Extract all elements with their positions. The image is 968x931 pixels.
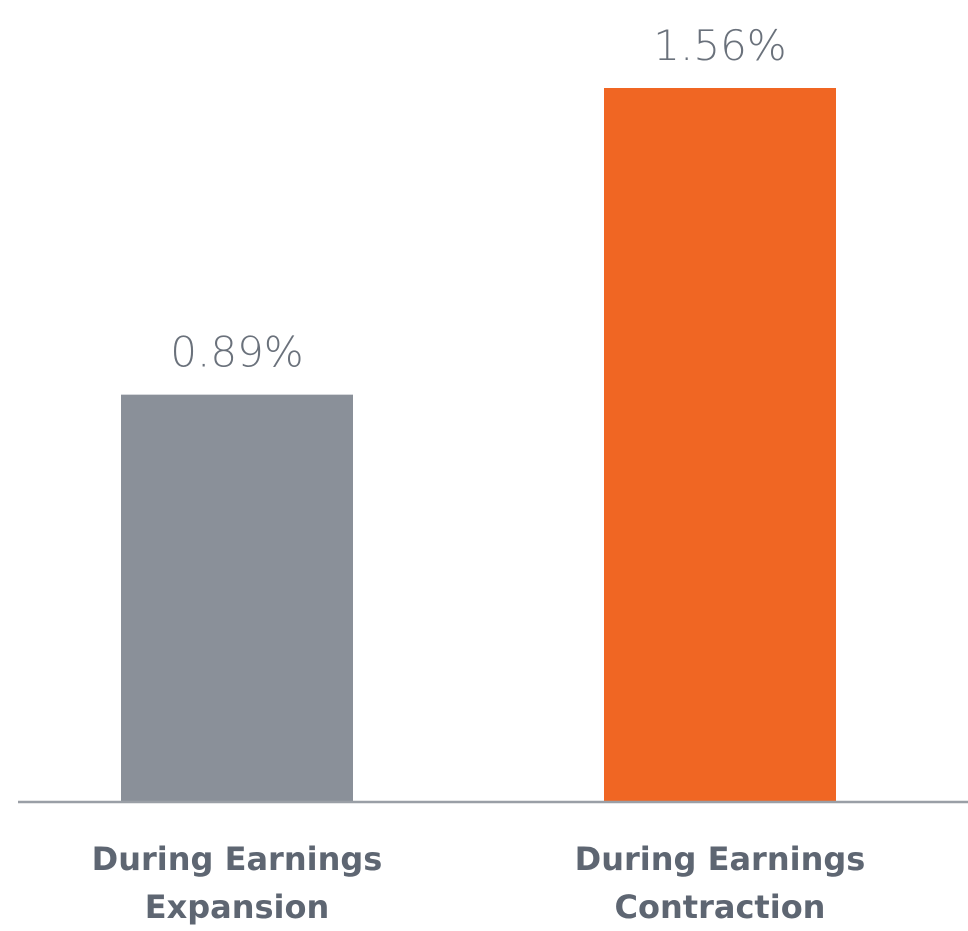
value-label: 0.89%	[170, 328, 303, 377]
bar	[121, 394, 353, 802]
value-label: 1.56%	[653, 21, 786, 70]
x-tick-label: During Earnings Contraction	[574, 840, 866, 926]
x-tick-label: During Earnings Expansion	[91, 840, 383, 926]
bar	[604, 88, 836, 802]
